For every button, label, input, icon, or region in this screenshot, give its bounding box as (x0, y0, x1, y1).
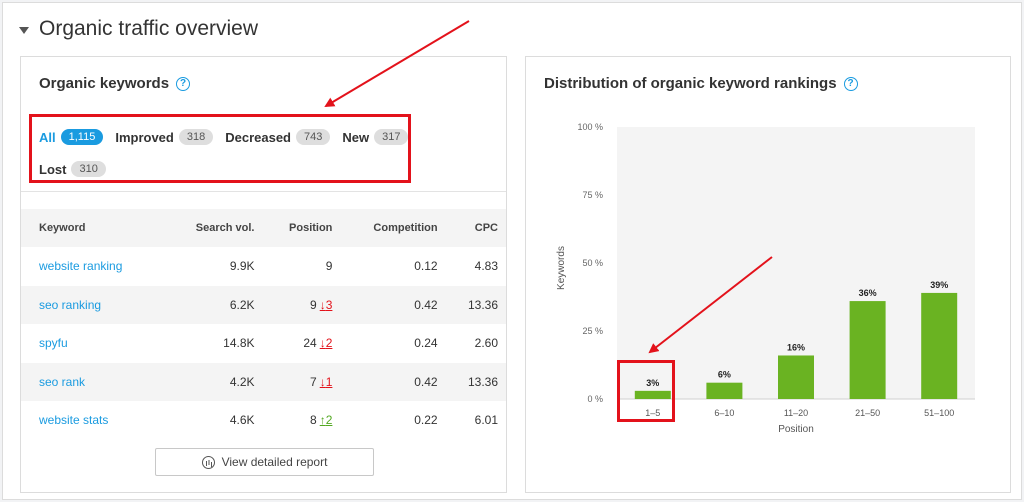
position-change-down: ↓3 (319, 297, 333, 312)
position-cell: 9 (325, 259, 333, 274)
collapse-caret-icon[interactable] (19, 26, 29, 34)
x-tick-label: 1–5 (645, 408, 660, 418)
divider (21, 191, 506, 192)
search-volume: 14.8K (223, 336, 255, 351)
cpc: 2.60 (474, 336, 498, 351)
annotation-box-filters (29, 114, 411, 183)
bar-value-label: 39% (930, 280, 948, 290)
cpc: 6.01 (474, 413, 498, 428)
position-cell: 7 ↓1 (262, 362, 341, 401)
position-change-down: ↓2 (319, 336, 333, 351)
table-header-row: Keyword Search vol. Position Competition… (21, 209, 506, 247)
count-badge: 743 (296, 129, 331, 145)
position-change-down: ↓1 (319, 374, 333, 389)
competition: 0.12 (414, 259, 438, 274)
table-row: website stats 4.6K 8 ↑2 0.22 6.01 (21, 401, 506, 440)
x-tick-label: 51–100 (924, 408, 954, 418)
section-title: Organic traffic overview (39, 17, 259, 40)
keywords-table: Keyword Search vol. Position Competition… (21, 209, 506, 440)
cpc: 13.36 (445, 362, 506, 401)
x-axis-label: Position (778, 424, 814, 435)
bar-value-label: 3% (646, 378, 659, 388)
y-axis-label: Keywords (556, 246, 567, 290)
ranking-bar-chart: 0 % 25 % 50 % 75 % 100 % Keywords 3% 1–5 6% 6–10 1… (556, 122, 975, 435)
col-cpc[interactable]: CPC (445, 209, 506, 247)
view-report-button[interactable]: View detailed report (155, 448, 374, 476)
search-volume: 6.2K (164, 285, 263, 324)
keyword-link[interactable]: spyfu (39, 336, 68, 351)
organic-keywords-title: Organic keywords (39, 75, 170, 92)
y-tick-label: 0 % (587, 394, 603, 404)
position-cell: 8 ↑2 (310, 413, 333, 428)
competition: 0.24 (414, 336, 438, 351)
filter-new[interactable]: New 317 (342, 129, 409, 145)
position-cell: 9 ↓3 (262, 285, 341, 324)
keyword-link[interactable]: seo ranking (39, 297, 102, 312)
ranking-distribution-title: Distribution of organic keyword rankings (544, 75, 837, 92)
competition: 0.42 (340, 362, 446, 401)
keyword-link[interactable]: website stats (39, 413, 109, 428)
y-tick-label: 100 % (577, 122, 603, 132)
table-row: spyfu 14.8K 24 ↓2 0.24 2.60 (21, 324, 506, 363)
filter-lost[interactable]: Lost 310 (39, 161, 106, 177)
count-badge: 1,115 (60, 129, 104, 145)
count-badge: 318 (178, 129, 214, 145)
position-cell: 24 ↓2 (303, 336, 333, 351)
search-volume: 9.9K (229, 259, 255, 274)
x-tick-label: 11–20 (784, 408, 808, 418)
table-row: seo rank 4.2K 7 ↓1 0.42 13.36 (21, 362, 506, 401)
section-header[interactable]: Organic traffic overview (19, 17, 258, 41)
y-tick-label: 75 % (582, 190, 603, 200)
annotation-box-first-bar (617, 360, 675, 422)
bar (706, 382, 743, 399)
x-tick-label: 21–50 (855, 408, 880, 418)
filter-all[interactable]: All 1,115 (39, 129, 104, 145)
table-row: website ranking 9.9K 9 0.12 4.83 (21, 247, 506, 286)
bar-value-label: 6% (718, 370, 731, 380)
card-title: Distribution of organic keyword rankings… (544, 75, 858, 92)
competition: 0.22 (414, 413, 438, 428)
bar (921, 292, 958, 399)
table-row: seo ranking 6.2K 9 ↓3 0.42 13.36 (21, 285, 506, 324)
cpc: 13.36 (445, 285, 506, 324)
bar (849, 301, 886, 399)
bar (634, 390, 671, 399)
keyword-filters: All 1,115 Improved 318 Decreased 743 New… (39, 125, 409, 189)
count-badge: 317 (374, 129, 409, 145)
col-keyword[interactable]: Keyword (21, 209, 165, 247)
search-volume: 4.2K (164, 362, 263, 401)
filter-decreased[interactable]: Decreased 743 (225, 129, 331, 145)
ranking-distribution-card: Distribution of organic keyword rankings… (525, 56, 1011, 493)
report-icon (201, 455, 215, 469)
keyword-link[interactable]: seo rank (39, 374, 86, 389)
cpc: 4.83 (474, 259, 498, 274)
bar-value-label: 16% (787, 342, 805, 352)
x-tick-label: 6–10 (714, 408, 734, 418)
card-title: Organic keywords ? (39, 75, 191, 92)
organic-keywords-card: Organic keywords ? All 1,115 Improved 31… (20, 56, 507, 493)
view-report-label: View detailed report (221, 455, 328, 469)
y-tick-label: 25 % (582, 326, 603, 336)
col-search-volume[interactable]: Search vol. (164, 209, 263, 247)
help-icon[interactable]: ? (843, 76, 858, 91)
bar-value-label: 36% (859, 288, 877, 298)
bar (778, 355, 814, 399)
col-competition[interactable]: Competition (340, 209, 446, 247)
search-volume: 4.6K (229, 413, 255, 428)
filter-improved[interactable]: Improved 318 (115, 129, 214, 145)
count-badge: 310 (71, 161, 106, 177)
y-tick-label: 50 % (582, 258, 603, 268)
help-icon[interactable]: ? (176, 76, 191, 91)
competition: 0.42 (340, 285, 446, 324)
col-position[interactable]: Position (262, 209, 341, 247)
position-change-up: ↑2 (319, 413, 333, 428)
keyword-link[interactable]: website ranking (39, 259, 123, 274)
